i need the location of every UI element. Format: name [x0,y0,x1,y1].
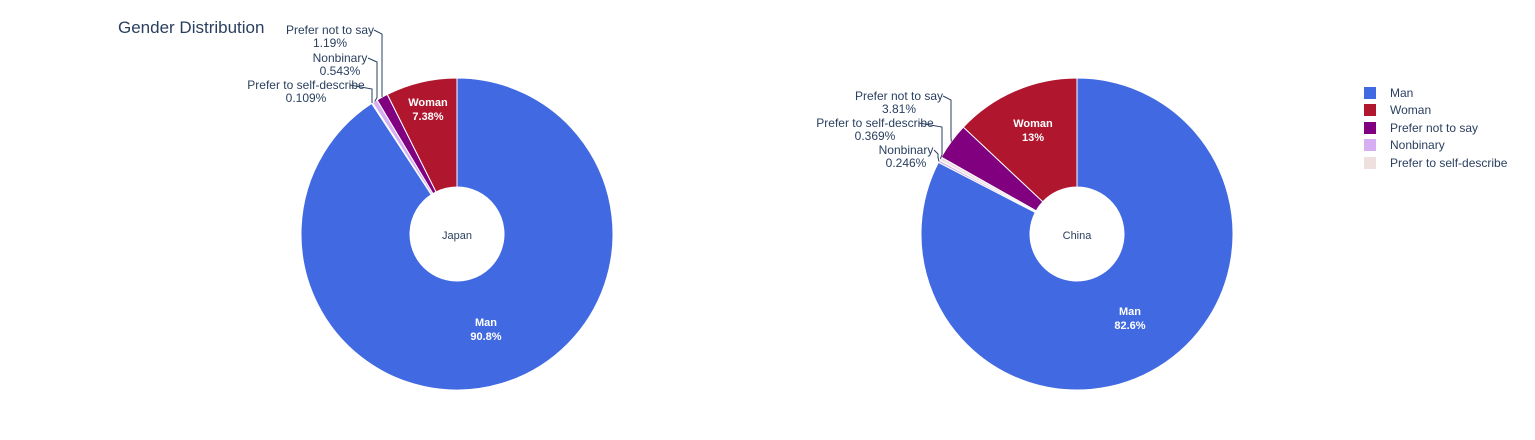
pie-center-label-japan: Japan [442,230,472,242]
slice-value-china-prefer-to-self-describe: 0.369% [855,129,896,143]
chart-title: Gender Distribution [118,18,265,37]
pie-japan: Woman 7.38% Prefer not to say1.19%Nonbinar… [247,23,614,391]
leader-line-japan-prefer-not-to-say [373,29,383,98]
legend-swatch-nonbinary [1364,139,1376,152]
legend-item-woman[interactable]: Woman [1364,102,1507,120]
slice-label-china-man: Man [1119,306,1141,318]
slice-value-japan-man: 90.8% [470,331,501,343]
slice-japan-man [300,77,614,391]
legend-swatch-man [1364,86,1376,99]
leader-line-japan-prefer-to-self-describe [349,84,373,104]
slice-value-china-man: 82.6% [1114,320,1145,332]
legend-label-nonbinary: Nonbinary [1390,138,1445,153]
slice-label-china-prefer-to-self-describe: Prefer to self-describe [816,116,934,130]
legend-swatch-woman [1364,104,1376,117]
slice-value-japan-nonbinary: 0.543% [320,64,361,78]
slice-value-japan-prefer-not-to-say: 1.19% [313,36,347,50]
slice-value-china-prefer-not-to-say: 3.81% [882,102,916,116]
leader-line-china-nonbinary [933,149,940,162]
legend-swatch-prefer-to-self-describe [1364,156,1376,169]
slice-label-japan-man: Man [475,317,497,329]
legend-swatch-prefer-not-to-say [1364,121,1376,134]
legend-item-prefer-not-to-say[interactable]: Prefer not to say [1364,119,1507,137]
legend-label-man: Man [1390,85,1414,100]
legend-label-prefer-to-self-describe: Prefer to self-describe [1390,155,1508,170]
legend-item-nonbinary[interactable]: Nonbinary [1364,137,1507,155]
slice-label-japan-prefer-not-to-say: Prefer not to say [286,23,374,37]
leader-line-china-prefer-to-self-describe [918,122,943,159]
slice-china-man [920,77,1234,391]
slice-china-woman [962,77,1078,203]
leader-line-japan-nonbinary [367,57,378,102]
slice-value-japan-prefer-to-self-describe: 0.109% [286,91,327,105]
legend-label-prefer-not-to-say: Prefer not to say [1390,120,1479,135]
leader-line-china-prefer-not-to-say [942,95,952,142]
slice-label-china-nonbinary: Nonbinary [879,143,934,157]
slice-label-japan-nonbinary: Nonbinary [313,51,368,65]
slice-label-china-prefer-not-to-say: Prefer not to say [855,89,943,103]
legend: Man Woman Prefer not to say Nonbinary Prefer… [1364,84,1507,172]
slice-label-japan-woman: Woman [408,97,448,109]
slice-label-china-woman: Woman [1013,118,1053,130]
slice-value-china-woman: 13% [1022,132,1044,144]
legend-item-prefer-to-self-describe[interactable]: Prefer to self-describe [1364,154,1507,172]
slice-label-japan-prefer-to-self-describe: Prefer to self-describe [247,78,365,92]
pie-center-label-china: China [1063,230,1093,242]
legend-item-man[interactable]: Man [1364,84,1507,102]
slice-value-japan-woman: 7.38% [412,111,443,123]
slice-value-china-nonbinary: 0.246% [886,156,927,170]
legend-label-woman: Woman [1390,103,1432,118]
